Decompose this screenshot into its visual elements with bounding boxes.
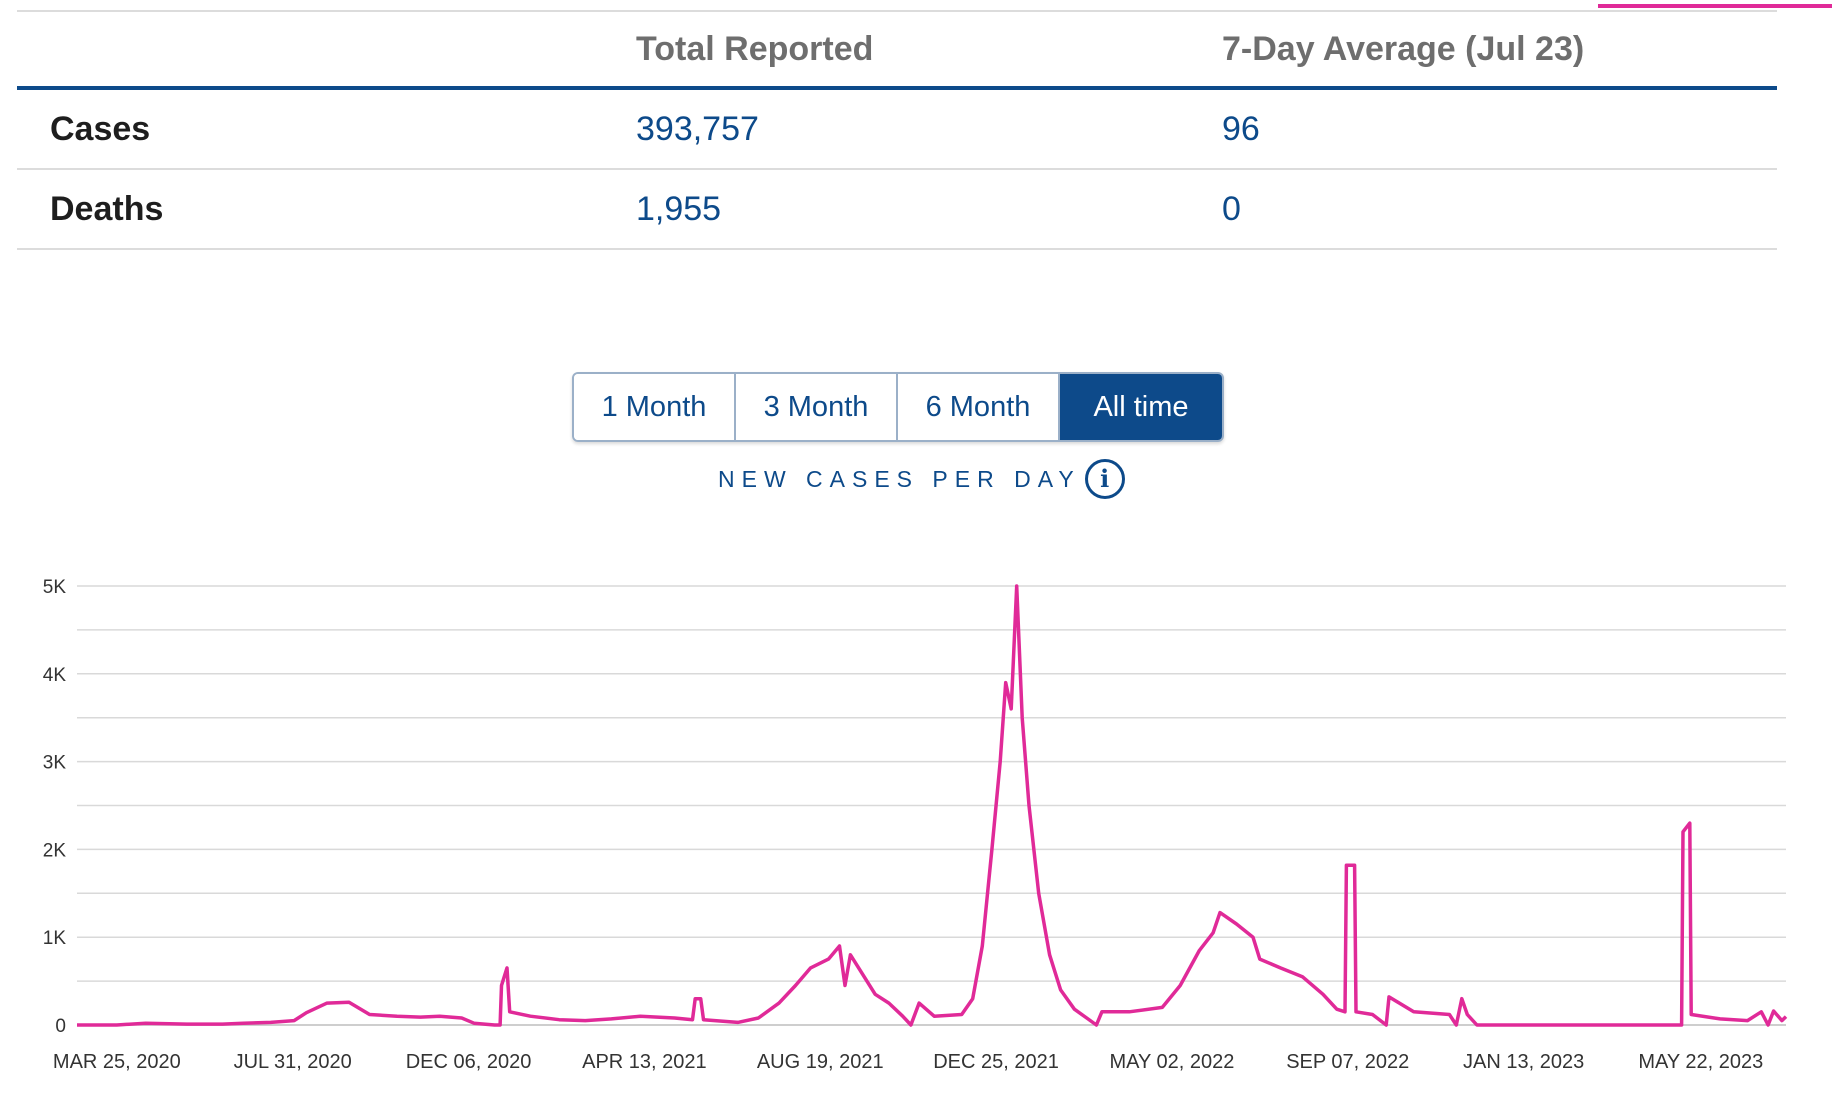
series-line [77, 584, 1788, 1027]
range-6-month-button[interactable]: 6 Month [898, 374, 1060, 440]
cases-average-value: 96 [1222, 110, 1260, 148]
y-tick-label: 2K [43, 840, 67, 861]
x-tick-label: DEC 25, 2021 [933, 1051, 1059, 1073]
x-tick-label: JAN 13, 2023 [1463, 1051, 1584, 1073]
chart-caption: NEW CASES PER DAY i [718, 459, 1125, 499]
deaths-total-value: 1,955 [636, 190, 722, 228]
x-tick-label: AUG 19, 2021 [757, 1051, 884, 1073]
range-all-time-button[interactable]: All time [1060, 374, 1222, 440]
x-tick-label: DEC 06, 2020 [406, 1051, 532, 1073]
x-tick-label: MAY 22, 2023 [1638, 1051, 1763, 1073]
chart-caption-text: NEW CASES PER DAY [718, 465, 1081, 492]
x-axis-ticks: MAR 25, 2020 JUL 31, 2020 DEC 06, 2020 APR … [53, 1051, 1763, 1073]
row-label-cases: Cases [50, 110, 151, 148]
x-tick-label: APR 13, 2021 [582, 1051, 707, 1073]
chart-gridlines [77, 585, 1786, 1026]
y-tick-label: 3K [43, 753, 67, 774]
y-tick-label: 4K [43, 665, 67, 686]
x-tick-label: SEP 07, 2022 [1286, 1051, 1409, 1073]
new-cases-line-chart: 0 1K 2K 3K 4K 5K MAR 25, 2020 JUL 31, 2020 DEC … [43, 577, 1788, 1073]
x-tick-label: JUL 31, 2020 [234, 1051, 352, 1073]
active-tab-indicator [1598, 4, 1832, 8]
range-1-month-button[interactable]: 1 Month [574, 374, 736, 440]
y-axis-ticks: 0 1K 2K 3K 4K 5K [43, 577, 67, 1037]
stats-row-deaths: Deaths 1,955 0 [17, 170, 1777, 250]
row-label-deaths: Deaths [50, 190, 164, 228]
stats-row-cases: Cases 393,757 96 [17, 90, 1777, 170]
info-icon[interactable]: i [1084, 459, 1125, 499]
time-range-selector: 1 Month 3 Month 6 Month All time [572, 372, 1224, 442]
y-tick-label: 0 [55, 1016, 66, 1037]
y-tick-label: 1K [43, 928, 67, 949]
x-tick-label: MAY 02, 2022 [1109, 1051, 1234, 1073]
y-tick-label: 5K [43, 577, 67, 598]
stats-table: Total Reported 7-Day Average (Jul 23) Ca… [17, 14, 1777, 250]
top-rule [17, 10, 1777, 12]
cases-total-value: 393,757 [636, 110, 759, 148]
stats-header-row: Total Reported 7-Day Average (Jul 23) [17, 14, 1777, 90]
series-layer [77, 584, 1788, 1027]
x-tick-label: MAR 25, 2020 [53, 1051, 181, 1073]
header-seven-day-average: 7-Day Average (Jul 23) [1222, 30, 1585, 68]
deaths-average-value: 0 [1222, 190, 1241, 228]
range-3-month-button[interactable]: 3 Month [736, 374, 898, 440]
header-total-reported: Total Reported [636, 30, 874, 68]
